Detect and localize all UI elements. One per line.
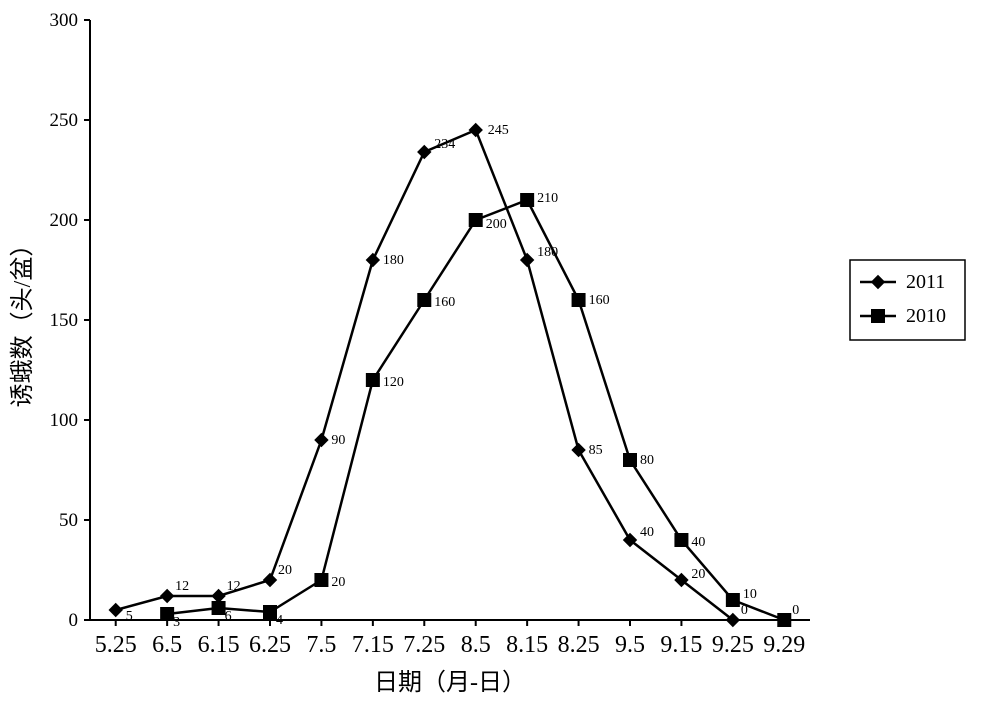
data-point-label: 160	[589, 293, 610, 308]
marker-square-icon	[418, 294, 431, 307]
data-point-label: 90	[331, 433, 345, 448]
data-point-label: 40	[691, 535, 705, 550]
marker-square-icon	[315, 574, 328, 587]
y-tick-label: 100	[50, 410, 79, 431]
x-tick-label: 8.15	[506, 632, 548, 658]
x-tick-label: 6.5	[152, 632, 182, 658]
data-point-label: 200	[486, 217, 507, 232]
y-tick-label: 50	[59, 510, 78, 531]
data-point-label: 180	[383, 253, 404, 268]
marker-diamond-icon	[109, 604, 122, 617]
data-point-label: 40	[640, 525, 654, 540]
marker-diamond-icon	[264, 574, 277, 587]
x-tick-label: 5.25	[95, 632, 137, 658]
marker-diamond-icon	[418, 146, 431, 159]
y-axis-title: 诱蛾数（头/盆）	[9, 233, 36, 408]
marker-square-icon	[212, 602, 225, 615]
marker-square-icon	[366, 374, 379, 387]
y-tick-label: 150	[50, 310, 79, 331]
x-tick-label: 7.25	[403, 632, 445, 658]
marker-square-icon	[572, 294, 585, 307]
marker-diamond-icon	[521, 254, 534, 267]
legend-label: 2010	[906, 305, 946, 327]
marker-diamond-icon	[315, 434, 328, 447]
marker-square-icon	[778, 614, 791, 627]
data-point-label: 20	[278, 563, 292, 578]
x-tick-label: 9.5	[615, 632, 645, 658]
series-line-2010	[167, 200, 784, 620]
x-axis-title: 日期（月-日）	[374, 670, 526, 696]
y-tick-label: 0	[69, 610, 79, 631]
x-tick-label: 7.15	[352, 632, 394, 658]
marker-square-icon	[675, 534, 688, 547]
x-tick-label: 6.15	[198, 632, 240, 658]
x-tick-label: 6.25	[249, 632, 291, 658]
data-point-label: 20	[691, 567, 705, 582]
legend-marker-square-icon	[872, 310, 885, 323]
x-tick-label: 7.5	[306, 632, 336, 658]
chart-container: 0501001502002503005.256.56.156.257.57.15…	[0, 0, 1000, 717]
x-tick-label: 9.29	[763, 632, 805, 658]
marker-square-icon	[624, 454, 637, 467]
y-tick-label: 250	[50, 110, 79, 131]
data-point-label: 20	[331, 575, 345, 590]
data-point-label: 4	[276, 613, 283, 628]
marker-square-icon	[161, 608, 174, 621]
marker-diamond-icon	[161, 590, 174, 603]
data-point-label: 5	[126, 609, 133, 624]
marker-square-icon	[469, 214, 482, 227]
data-point-label: 3	[173, 615, 180, 630]
marker-diamond-icon	[469, 124, 482, 137]
x-tick-label: 9.15	[660, 632, 702, 658]
data-point-label: 234	[434, 137, 455, 152]
marker-square-icon	[726, 594, 739, 607]
data-point-label: 120	[383, 375, 404, 390]
data-point-label: 160	[434, 295, 455, 310]
marker-diamond-icon	[366, 254, 379, 267]
data-point-label: 12	[175, 579, 189, 594]
marker-square-icon	[264, 606, 277, 619]
series-line-2011	[116, 130, 733, 620]
y-tick-label: 300	[50, 10, 79, 31]
x-tick-label: 9.25	[712, 632, 754, 658]
marker-square-icon	[521, 194, 534, 207]
data-point-label: 245	[488, 123, 509, 138]
data-point-label: 85	[589, 443, 603, 458]
marker-diamond-icon	[212, 590, 225, 603]
x-tick-label: 8.5	[461, 632, 491, 658]
data-point-label: 80	[640, 453, 654, 468]
marker-diamond-icon	[572, 444, 585, 457]
legend-label: 2011	[906, 271, 945, 293]
data-point-label: 10	[743, 587, 757, 602]
data-point-label: 0	[792, 603, 799, 618]
y-tick-label: 200	[50, 210, 79, 231]
x-tick-label: 8.25	[558, 632, 600, 658]
data-point-label: 210	[537, 191, 558, 206]
line-chart: 0501001502002503005.256.56.156.257.57.15…	[0, 0, 1000, 717]
data-point-label: 6	[225, 609, 232, 624]
data-point-label: 12	[227, 579, 241, 594]
legend-marker-diamond-icon	[872, 276, 885, 289]
